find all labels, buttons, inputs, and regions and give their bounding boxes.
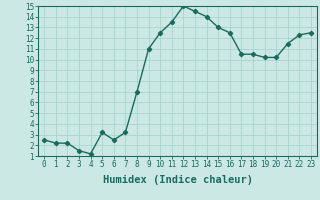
X-axis label: Humidex (Indice chaleur): Humidex (Indice chaleur) (103, 175, 252, 185)
